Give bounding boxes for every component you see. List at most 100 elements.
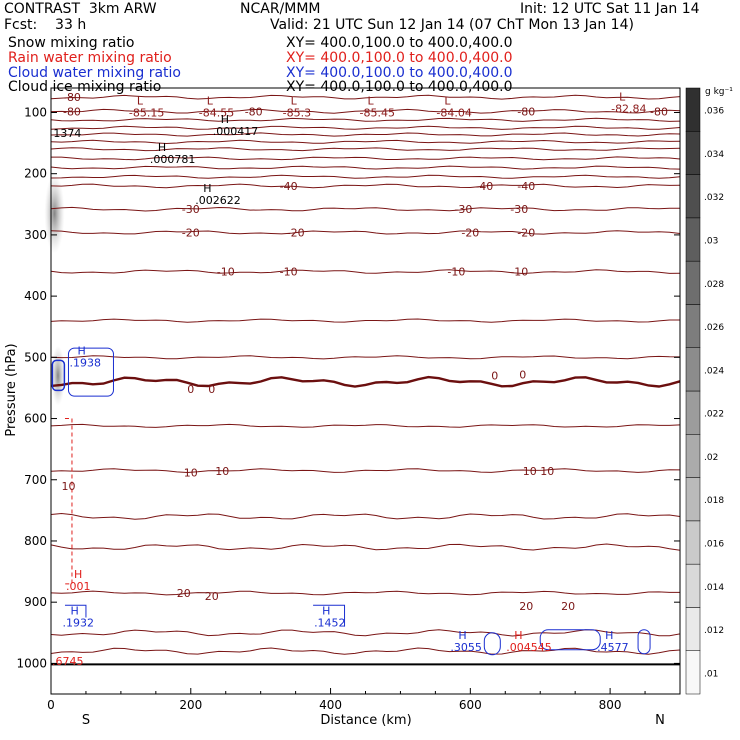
contour-label: -20 xyxy=(461,226,479,239)
extremum-marker: H xyxy=(221,113,229,126)
isotherm--80 xyxy=(50,94,681,100)
contour-label: -30 xyxy=(454,203,472,216)
x-tick-label: 800 xyxy=(599,698,622,712)
extremum-marker: H xyxy=(70,604,78,617)
extremum-value: -85.3 xyxy=(283,107,311,120)
ice-shading-upper xyxy=(44,173,65,254)
colorbar-tick-label: .03 xyxy=(704,237,718,247)
extremum-marker: L xyxy=(368,95,375,108)
contour-label: -20 xyxy=(287,226,305,239)
extremum-marker: H xyxy=(605,629,613,642)
colorbar-tick-label: .036 xyxy=(704,107,724,117)
extremum-marker: H xyxy=(322,604,330,617)
contour-label: 0 xyxy=(187,383,194,396)
extremum-marker: L xyxy=(444,95,451,108)
extremum-value: .002622 xyxy=(195,194,241,207)
extremum-value: -84.04 xyxy=(436,107,471,120)
y-tick-label: 300 xyxy=(24,228,47,242)
isotherm-line xyxy=(50,647,681,655)
cloud-water-contour xyxy=(67,347,114,397)
center-title: NCAR/MMM xyxy=(240,1,321,17)
y-tick-label: 900 xyxy=(24,595,47,609)
isotherm--30 xyxy=(50,206,681,212)
contour-label: 20 xyxy=(519,600,533,613)
extremum-value: -82.84 xyxy=(611,102,646,115)
extremum-value: .3055 xyxy=(450,641,482,654)
contour-label: -40 xyxy=(280,180,298,193)
y-tick-label: 100 xyxy=(24,105,47,119)
colorbar-tick-label: .026 xyxy=(704,323,724,333)
field-xy-snow: XY= 400.0,100.0 to 400.0,400.0 xyxy=(286,35,513,51)
colorbar-swatch xyxy=(685,217,701,262)
isotherm-line xyxy=(50,132,681,137)
y-tick-label: 500 xyxy=(24,350,47,364)
contour-label: 0 xyxy=(208,383,215,396)
edge-label: 1374 xyxy=(53,127,81,140)
extremum-marker: H xyxy=(203,182,211,195)
contour-label: -80 xyxy=(245,105,263,118)
north-label: N xyxy=(655,713,665,728)
colorbar-tick-label: .014 xyxy=(704,583,724,593)
isotherm-line xyxy=(50,423,681,428)
plot-frame xyxy=(50,87,681,695)
extremum-value: .004545 xyxy=(506,641,552,654)
contour-label: 20 xyxy=(177,587,191,600)
contour-label: -80 xyxy=(63,105,81,118)
axes-layer: 0 200 400 600 800100200300400500600700800900… xyxy=(16,105,681,712)
isotherm--80 xyxy=(50,108,681,114)
x-axis-label: Distance (km) xyxy=(320,713,411,728)
extremum-value: .000781 xyxy=(150,153,196,166)
forecast-hour: Fcst: 33 h xyxy=(4,17,87,33)
field-xy-rain: XY= 400.0,100.0 to 400.0,400.0 xyxy=(286,50,513,66)
contour-label: 10 xyxy=(61,480,75,493)
colorbar-swatch xyxy=(685,434,701,478)
contour-label: 0 xyxy=(519,368,526,381)
contour-label: -80 xyxy=(63,91,81,104)
contour-label: -30 xyxy=(182,203,200,216)
field-xy-cloud-ice: XY= 400.0,100.0 to 400.0,400.0 xyxy=(286,79,513,95)
cloud-water-contour xyxy=(51,359,66,392)
isotherm-20 xyxy=(50,590,680,596)
extremum-value: .001 xyxy=(66,580,91,593)
contour-label: -30 xyxy=(510,203,528,216)
isotherm-line xyxy=(50,125,681,130)
contour-label: -40 xyxy=(517,180,535,193)
colorbar-swatch xyxy=(685,390,701,435)
colorbar-swatch xyxy=(685,477,701,522)
colorbar-tick-label: .02 xyxy=(704,453,718,463)
extremum-value: -84.55 xyxy=(199,107,234,120)
colorbar-swatch xyxy=(685,174,701,219)
contour-label: 20 xyxy=(205,590,219,603)
extremum-marker: H xyxy=(514,629,522,642)
edge-label: .6745 xyxy=(52,655,84,668)
contour-label: -10 xyxy=(280,266,298,279)
extremum-marker: H xyxy=(158,141,166,154)
y-tick-label: 800 xyxy=(24,534,47,548)
cloud-water-contour xyxy=(637,629,651,655)
field-name-snow: Snow mixing ratio xyxy=(8,35,135,51)
colorbar: .01 .012 .014 .016 .018 .02 .022 .024 .026 .028 .0… xyxy=(685,87,724,695)
colorbar-swatch xyxy=(685,131,701,175)
field-name-rain: Rain water mixing ratio xyxy=(8,50,172,66)
init-time: Init: 12 UTC Sat 11 Jan 14 xyxy=(520,1,700,17)
isotherm-line xyxy=(50,543,681,551)
isotherm-line xyxy=(50,117,681,122)
contour-label: -20 xyxy=(517,226,535,239)
extremum-value: .4577 xyxy=(597,641,629,654)
isotherm-line xyxy=(50,318,680,323)
x-tick-label: 400 xyxy=(319,698,342,712)
y-axis-label: Pressure (hPa) xyxy=(4,343,19,436)
colorbar-swatch xyxy=(685,563,701,608)
colorbar-unit: g kg⁻¹ xyxy=(705,87,733,97)
contour-label: 10 xyxy=(540,465,554,478)
colorbar-tick-label: .032 xyxy=(704,193,724,203)
contour-label: 10 xyxy=(523,465,537,478)
isotherm-line xyxy=(50,512,681,520)
contour-label: 20 xyxy=(561,600,575,613)
contour-label: -80 xyxy=(650,105,668,118)
y-tick-label: 700 xyxy=(24,473,47,487)
isotherm-line xyxy=(50,629,681,637)
extremum-value: -85.45 xyxy=(360,107,395,120)
isotherm--10 xyxy=(50,269,681,275)
